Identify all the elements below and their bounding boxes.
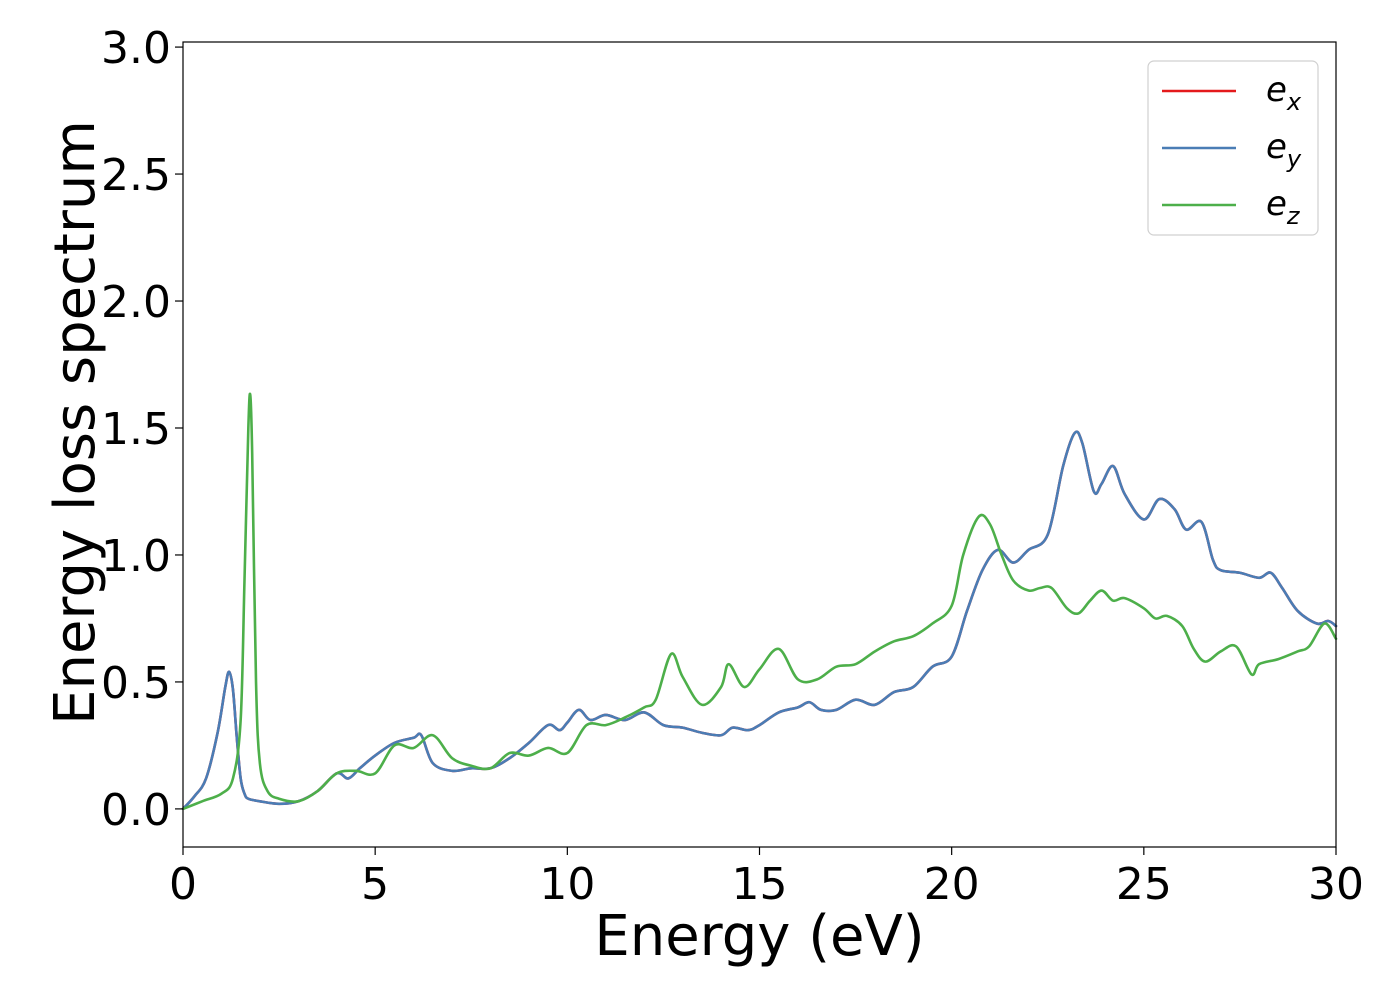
x-tick-label: 10 (539, 859, 595, 910)
y-tick-label: 1.0 (101, 531, 171, 582)
y-axis-title: Energy loss spectrum (43, 120, 108, 725)
legend-label-base: e (1266, 70, 1287, 110)
x-tick-label: 25 (1116, 859, 1172, 910)
y-tick-label: 2.5 (101, 150, 171, 201)
x-axis-title: Energy (eV) (594, 904, 924, 969)
y-tick-label: 0.0 (101, 785, 171, 836)
legend-label-base: e (1266, 184, 1287, 224)
x-axis: 0 5 10 15 20 25 30 (169, 847, 1364, 910)
x-tick-label: 30 (1308, 859, 1364, 910)
legend-label: ez (1266, 184, 1301, 230)
x-tick-label: 0 (169, 859, 197, 910)
x-tick-label: 20 (924, 859, 980, 910)
y-axis: 0.0 0.5 1.0 1.5 2.0 2.5 3.0 (101, 23, 183, 836)
y-tick-label: 0.5 (101, 658, 171, 709)
legend-label-subscript: z (1286, 202, 1301, 230)
y-tick-label: 3.0 (101, 23, 171, 74)
legend-label: ex (1266, 70, 1302, 116)
series-line-e-y (181, 430, 1338, 811)
x-tick-label: 5 (361, 859, 389, 910)
plot-lines (181, 392, 1338, 811)
series-line-e-z (181, 392, 1338, 811)
legend-label-subscript: y (1286, 145, 1302, 173)
legend-label: ey (1266, 127, 1302, 173)
legend-label-subscript: x (1286, 88, 1302, 116)
legend-label-base: e (1266, 127, 1287, 167)
y-tick-label: 1.5 (101, 404, 171, 455)
y-tick-label: 2.0 (101, 277, 171, 328)
series-line-e-x (181, 430, 1338, 811)
x-tick-label: 15 (732, 859, 788, 910)
